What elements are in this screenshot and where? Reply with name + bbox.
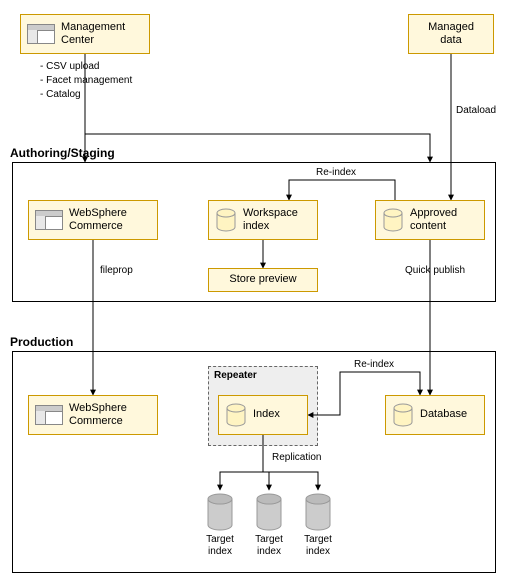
bullet-item: Catalog [46,89,80,100]
wc-icon [35,210,63,230]
bullet-item: Facet management [46,75,132,86]
diagram-canvas: Authoring/Staging Production Repeater [0,0,508,580]
edge-label-quick-publish: Quick publish [405,265,465,276]
wc-icon [35,405,63,425]
edge-label-reindex-production: Re-index [354,359,394,370]
edge-label-replication: Replication [272,452,321,463]
cylinder-icon [392,402,414,428]
node-approved-content: Approvedcontent [375,200,485,240]
node-label: Index [253,408,280,421]
node-websphere-commerce-authoring: WebSphereCommerce [28,200,158,240]
target-index-label-2: Targetindex [249,534,289,558]
repeater-label: Repeater [214,370,257,381]
cylinder-icon [225,402,247,428]
target-index-label-3: Targetindex [298,534,338,558]
node-label: Store preview [229,273,296,286]
edge-label-dataload: Dataload [456,105,496,116]
edge-label-reindex-authoring: Re-index [316,167,356,178]
cylinder-icon [215,207,237,233]
bullet-item: CSV upload [46,61,99,72]
mgmt-center-bullets: - CSV upload - Facet management - Catalo… [40,60,132,102]
cylinder-icon [382,207,404,233]
node-label: WebSphereCommerce [69,402,127,428]
node-workspace-index: Workspaceindex [208,200,318,240]
node-label: WebSphereCommerce [69,207,127,233]
node-label: Workspaceindex [243,207,298,233]
node-label: Database [420,408,467,421]
region-label-production: Production [10,335,73,349]
node-websphere-commerce-production: WebSphereCommerce [28,395,158,435]
node-index: Index [218,395,308,435]
node-store-preview: Store preview [208,268,318,292]
node-database: Database [385,395,485,435]
node-label: ManagementCenter [61,21,125,47]
wc-icon [27,24,55,44]
target-index-label-1: Targetindex [200,534,240,558]
node-managed-data: Manageddata [408,14,494,54]
edge-label-fileprop: fileprop [100,265,133,276]
region-label-authoring: Authoring/Staging [10,146,115,160]
node-label: Approvedcontent [410,207,457,233]
node-label: Manageddata [428,21,474,47]
node-management-center: ManagementCenter [20,14,150,54]
